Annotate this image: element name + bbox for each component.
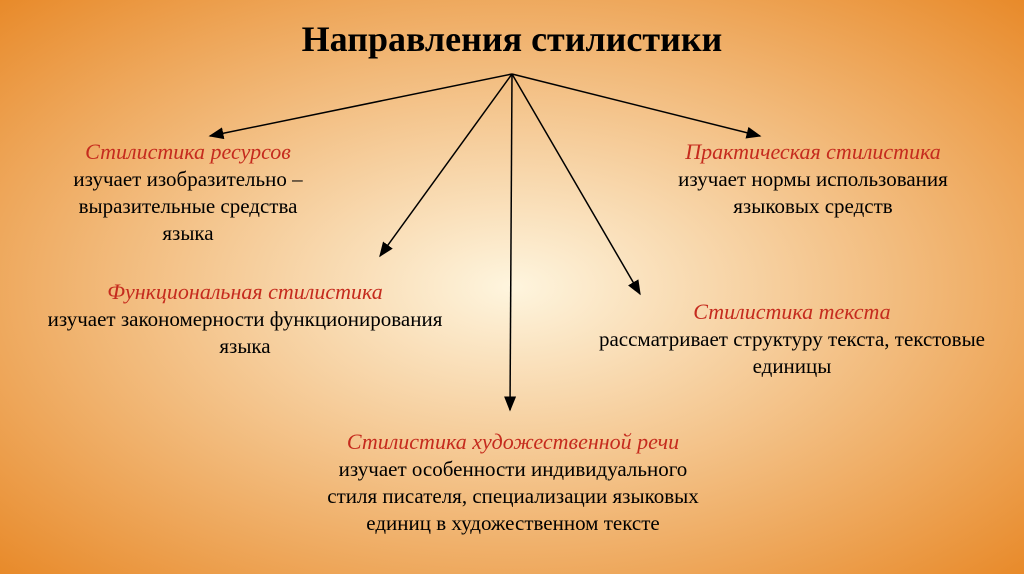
branch-desc-line: единиц в художественном тексте xyxy=(218,510,808,537)
branch-title: Практическая стилистика xyxy=(628,138,998,166)
branch-3: Стилистика текстарассматривает структуру… xyxy=(562,298,1022,380)
branch-0: Стилистика ресурсовизучает изобразительн… xyxy=(28,138,348,247)
branch-title: Стилистика текста xyxy=(562,298,1022,326)
branch-desc-line: изучает закономерности функционирования xyxy=(10,306,480,333)
slide-title: Направления стилистики xyxy=(0,18,1024,60)
branch-1: Практическая стилистикаизучает нормы исп… xyxy=(628,138,998,220)
branch-desc-line: рассматривает структуру текста, текстовы… xyxy=(562,326,1022,353)
branch-desc-line: языка xyxy=(28,220,348,247)
branch-desc-line: изучает изобразительно – xyxy=(28,166,348,193)
branch-desc-line: языковых средств xyxy=(628,193,998,220)
branch-title: Стилистика художественной речи xyxy=(218,428,808,456)
branch-desc-line: изучает нормы использования xyxy=(628,166,998,193)
branch-2: Функциональная стилистикаизучает законом… xyxy=(10,278,480,360)
branch-desc-line: единицы xyxy=(562,353,1022,380)
branch-title: Стилистика ресурсов xyxy=(28,138,348,166)
branch-desc-line: языка xyxy=(10,333,480,360)
branch-desc-line: изучает особенности индивидуального xyxy=(218,456,808,483)
branch-desc-line: выразительные средства xyxy=(28,193,348,220)
slide-container: Направления стилистики Стилистика ресурс… xyxy=(0,0,1024,574)
branch-desc-line: стиля писателя, специализации языковых xyxy=(218,483,808,510)
branch-4: Стилистика художественной речиизучает ос… xyxy=(218,428,808,537)
branch-title: Функциональная стилистика xyxy=(10,278,480,306)
